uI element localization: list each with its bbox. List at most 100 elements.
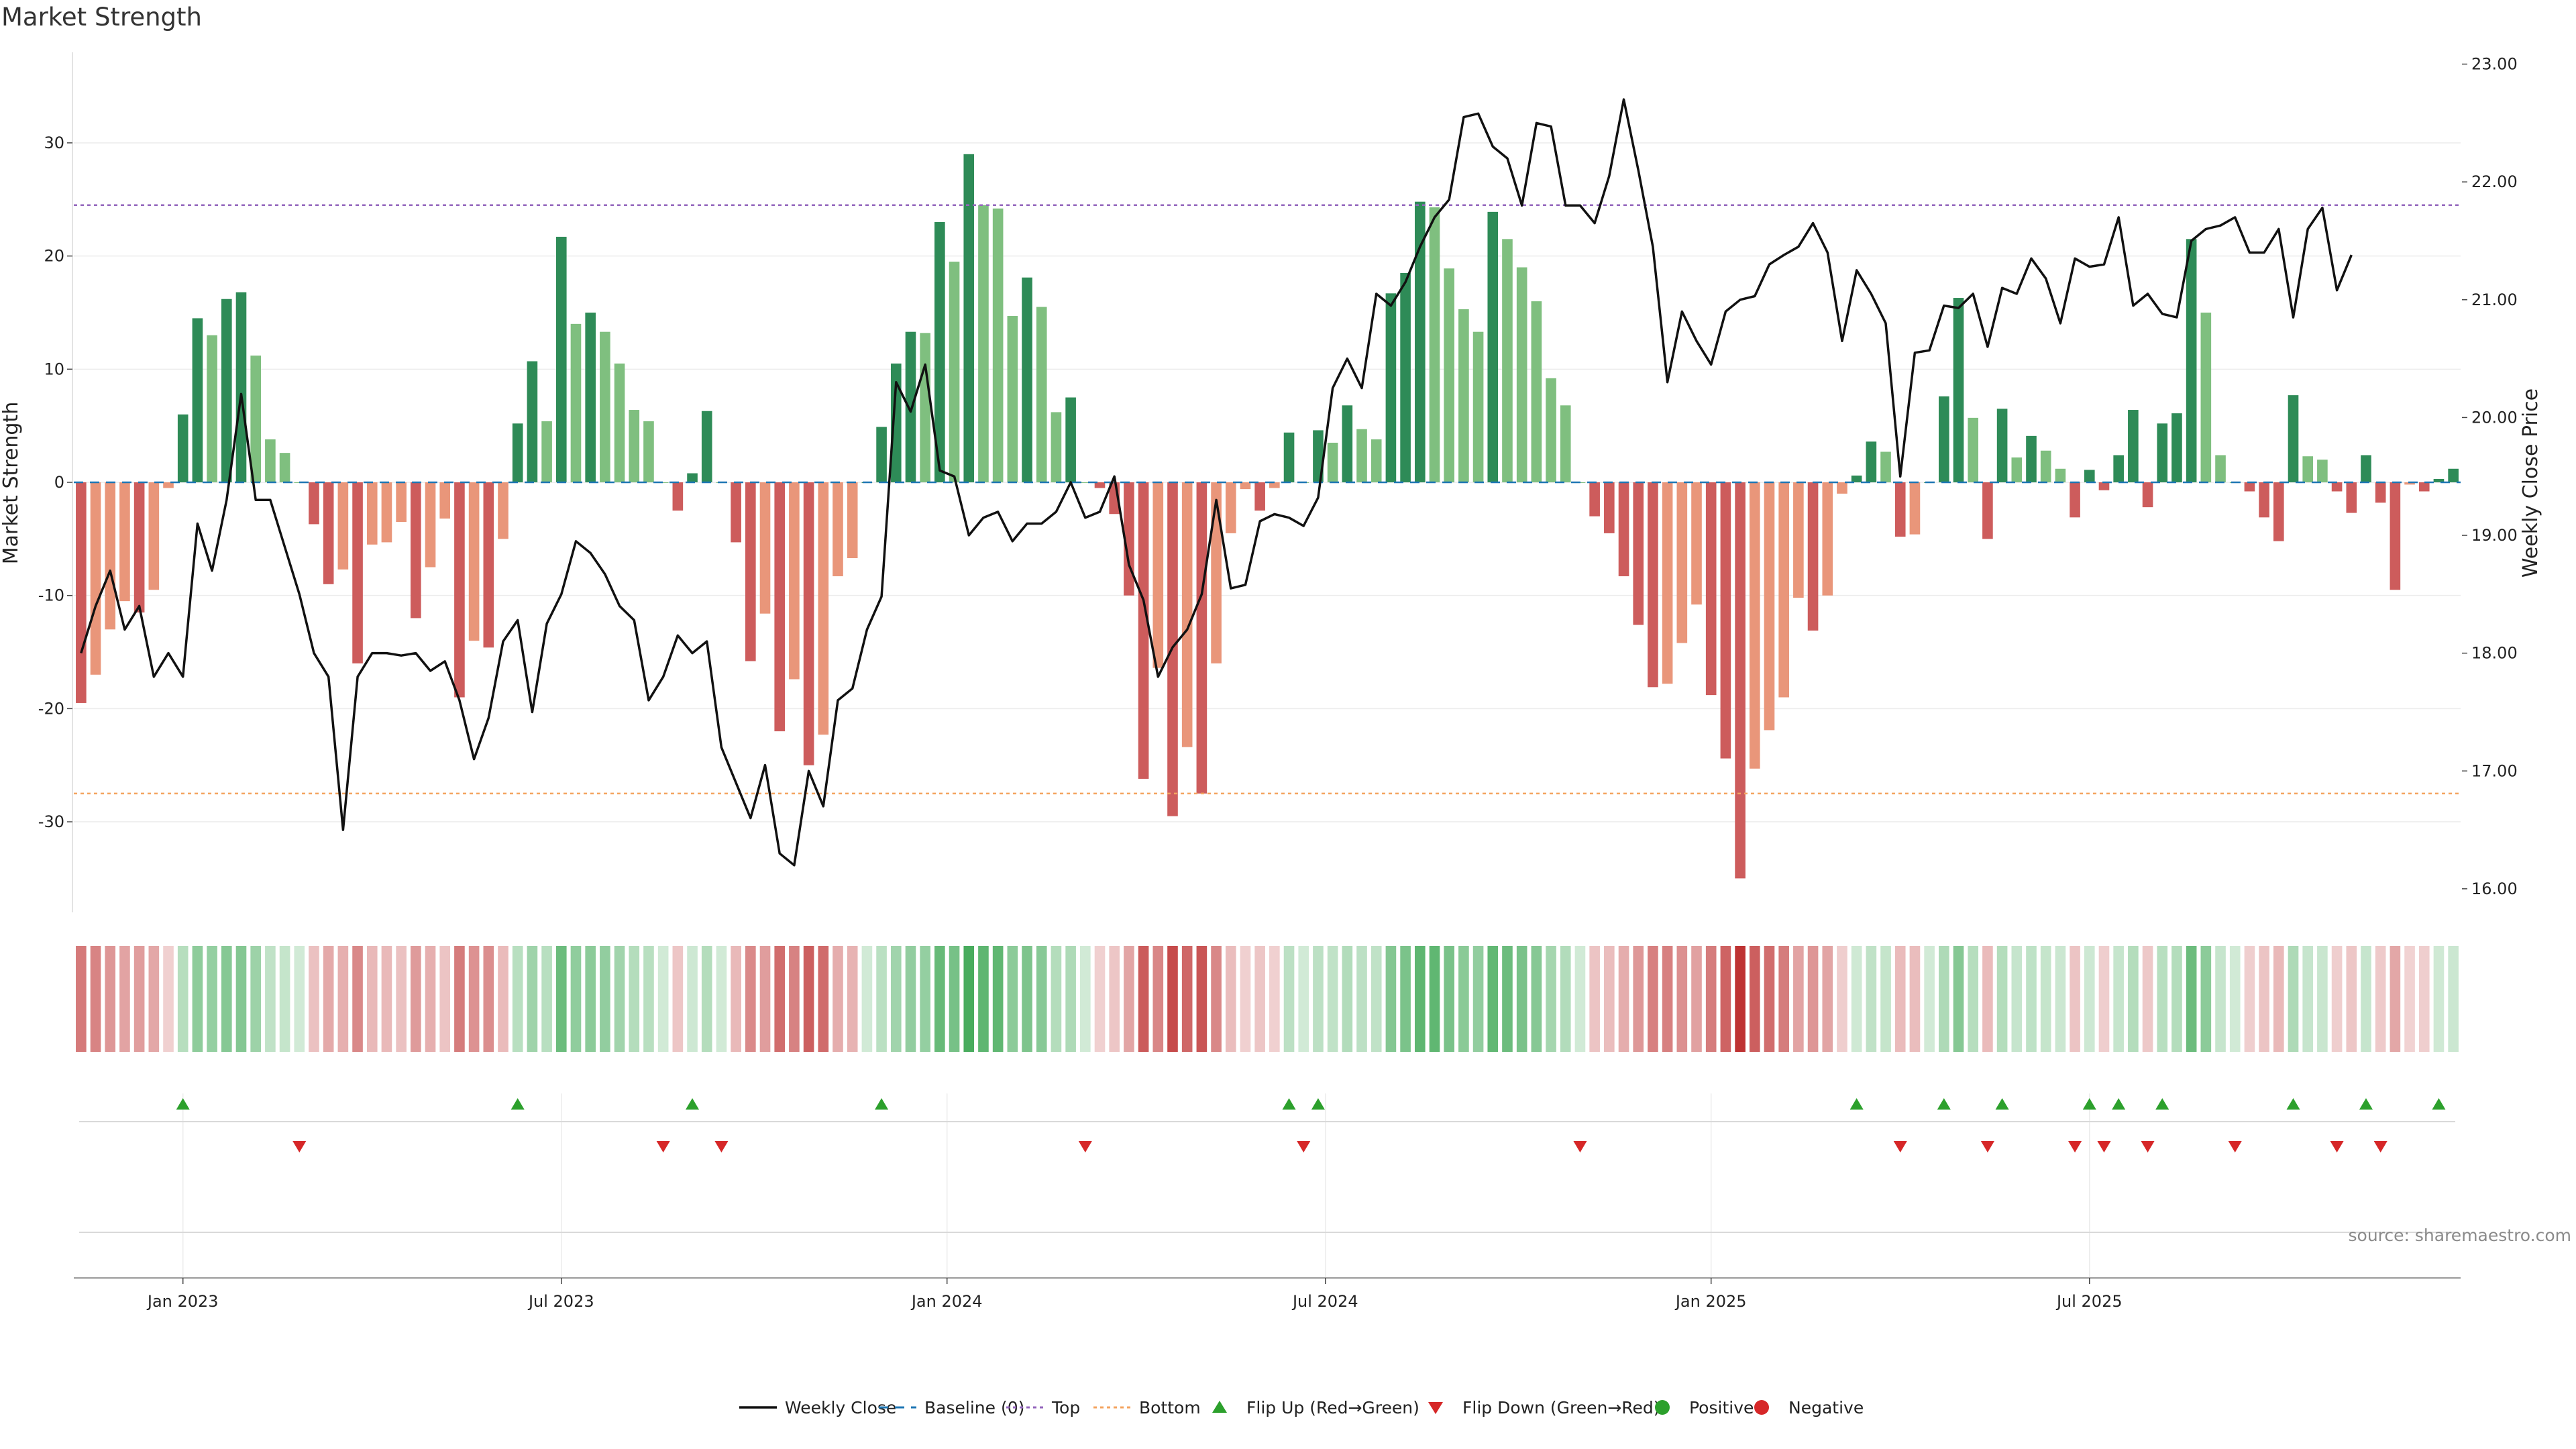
strength-bar bbox=[745, 482, 756, 661]
flip-up-marker bbox=[2432, 1098, 2446, 1110]
strength-bar bbox=[2128, 410, 2139, 482]
strength-bar bbox=[818, 482, 829, 735]
strength-bar bbox=[1400, 272, 1411, 482]
strength-bar bbox=[1531, 301, 1542, 482]
heat-cell bbox=[1152, 946, 1164, 1052]
strength-bar bbox=[1909, 482, 1921, 535]
y2-tick-label: 19.00 bbox=[2471, 526, 2518, 545]
heat-cell bbox=[1793, 946, 1804, 1052]
x-tick-label: Jul 2025 bbox=[2055, 1292, 2123, 1311]
heat-cell bbox=[2128, 946, 2139, 1052]
strength-bar bbox=[1778, 482, 1789, 698]
strength-bar bbox=[1254, 482, 1265, 511]
y2-tick-label: 18.00 bbox=[2471, 644, 2518, 663]
heat-cell bbox=[701, 946, 712, 1052]
flip-down-marker bbox=[2373, 1141, 2387, 1152]
strength-bar bbox=[1822, 482, 1833, 596]
strength-bar bbox=[1968, 417, 1979, 482]
heat-cell bbox=[1560, 946, 1571, 1052]
strength-bar bbox=[2375, 482, 2386, 503]
flip-down-marker bbox=[1573, 1141, 1587, 1152]
heat-cell bbox=[512, 946, 523, 1052]
flip-up-marker bbox=[1311, 1098, 1325, 1110]
strength-bar bbox=[2418, 482, 2430, 492]
grid-lines bbox=[72, 52, 2461, 1278]
legend: Weekly Close Baseline (0) Top Bottom Flip Up… bbox=[739, 1398, 1864, 1417]
strength-bar bbox=[1720, 482, 1731, 759]
heat-cell bbox=[2084, 946, 2095, 1052]
flip-up-marker bbox=[511, 1098, 525, 1110]
heat-cell bbox=[905, 946, 916, 1052]
heat-cell bbox=[1880, 946, 1891, 1052]
heat-cell bbox=[672, 946, 684, 1052]
heat-cell bbox=[527, 946, 538, 1052]
strength-bar bbox=[1749, 482, 1760, 769]
strength-bar bbox=[1283, 432, 1295, 482]
heat-cell bbox=[1589, 946, 1600, 1052]
heat-cell bbox=[861, 946, 873, 1052]
strength-bar bbox=[600, 331, 610, 482]
heat-cell bbox=[2055, 946, 2066, 1052]
heat-cell bbox=[1472, 946, 1484, 1052]
strength-bar bbox=[163, 482, 174, 488]
y2-tick-label: 22.00 bbox=[2471, 172, 2518, 191]
heat-cell bbox=[279, 946, 290, 1052]
strength-bar bbox=[759, 482, 771, 614]
strength-bar bbox=[803, 482, 814, 765]
heat-cell bbox=[1065, 946, 1076, 1052]
x-tick-label: Jan 2025 bbox=[1674, 1292, 1747, 1311]
strength-bar bbox=[498, 482, 508, 539]
heat-cell bbox=[265, 946, 276, 1052]
strength-bar bbox=[789, 482, 800, 680]
strength-bar bbox=[934, 222, 945, 482]
strength-bar bbox=[1138, 482, 1149, 779]
heat-cell bbox=[2418, 946, 2430, 1052]
strength-bar bbox=[2390, 482, 2401, 590]
flip-up-marker bbox=[2286, 1098, 2300, 1110]
strength-bar bbox=[2113, 455, 2124, 482]
heat-cell bbox=[833, 946, 843, 1052]
flip-down-marker bbox=[656, 1141, 670, 1152]
strength-bar bbox=[133, 482, 145, 612]
strength-bar bbox=[905, 331, 916, 482]
strength-bar bbox=[1953, 298, 1964, 482]
heat-cell bbox=[1866, 946, 1877, 1052]
heat-cell bbox=[1939, 946, 1949, 1052]
heat-cell bbox=[2098, 946, 2110, 1052]
heat-cell bbox=[1269, 946, 1280, 1052]
flip-down-marker bbox=[1980, 1141, 1994, 1152]
heat-cell bbox=[1298, 946, 1309, 1052]
x-axis: Jan 2023 Jul 2023 Jan 2024 Jul 2024 Jan 2025… bbox=[74, 1277, 2461, 1311]
heat-cell bbox=[1342, 946, 1353, 1052]
strength-bar bbox=[1458, 309, 1469, 482]
legend-flip-down-icon bbox=[1428, 1402, 1443, 1414]
strength-bar bbox=[2433, 478, 2445, 482]
flip-down-marker bbox=[2097, 1141, 2111, 1152]
strength-bar bbox=[1807, 482, 1819, 631]
strength-bar bbox=[1414, 201, 1426, 482]
heat-cell bbox=[1996, 946, 2008, 1052]
heat-cell bbox=[934, 946, 945, 1052]
heat-cell bbox=[2011, 946, 2023, 1052]
heat-cell bbox=[1531, 946, 1542, 1052]
strength-bar bbox=[221, 299, 232, 482]
heat-cell bbox=[2346, 946, 2357, 1052]
heat-cell bbox=[2142, 946, 2153, 1052]
strength-bar bbox=[512, 423, 523, 482]
flip-up-marker bbox=[2112, 1098, 2126, 1110]
heat-cell bbox=[1458, 946, 1469, 1052]
strength-bar bbox=[585, 312, 596, 482]
strength-bar bbox=[1472, 331, 1484, 482]
heat-cell bbox=[555, 946, 567, 1052]
strength-bar bbox=[1502, 239, 1513, 482]
strength-bar bbox=[337, 482, 349, 570]
strength-bar bbox=[2070, 482, 2080, 518]
strength-bar bbox=[1604, 482, 1615, 533]
strength-bar bbox=[833, 482, 843, 577]
strength-bar bbox=[1225, 482, 1236, 533]
strength-bar bbox=[614, 363, 625, 482]
strength-bar bbox=[1371, 439, 1382, 482]
y2-tick-label: 16.00 bbox=[2471, 879, 2518, 898]
strength-bar bbox=[629, 410, 640, 482]
heat-cell bbox=[468, 946, 480, 1052]
